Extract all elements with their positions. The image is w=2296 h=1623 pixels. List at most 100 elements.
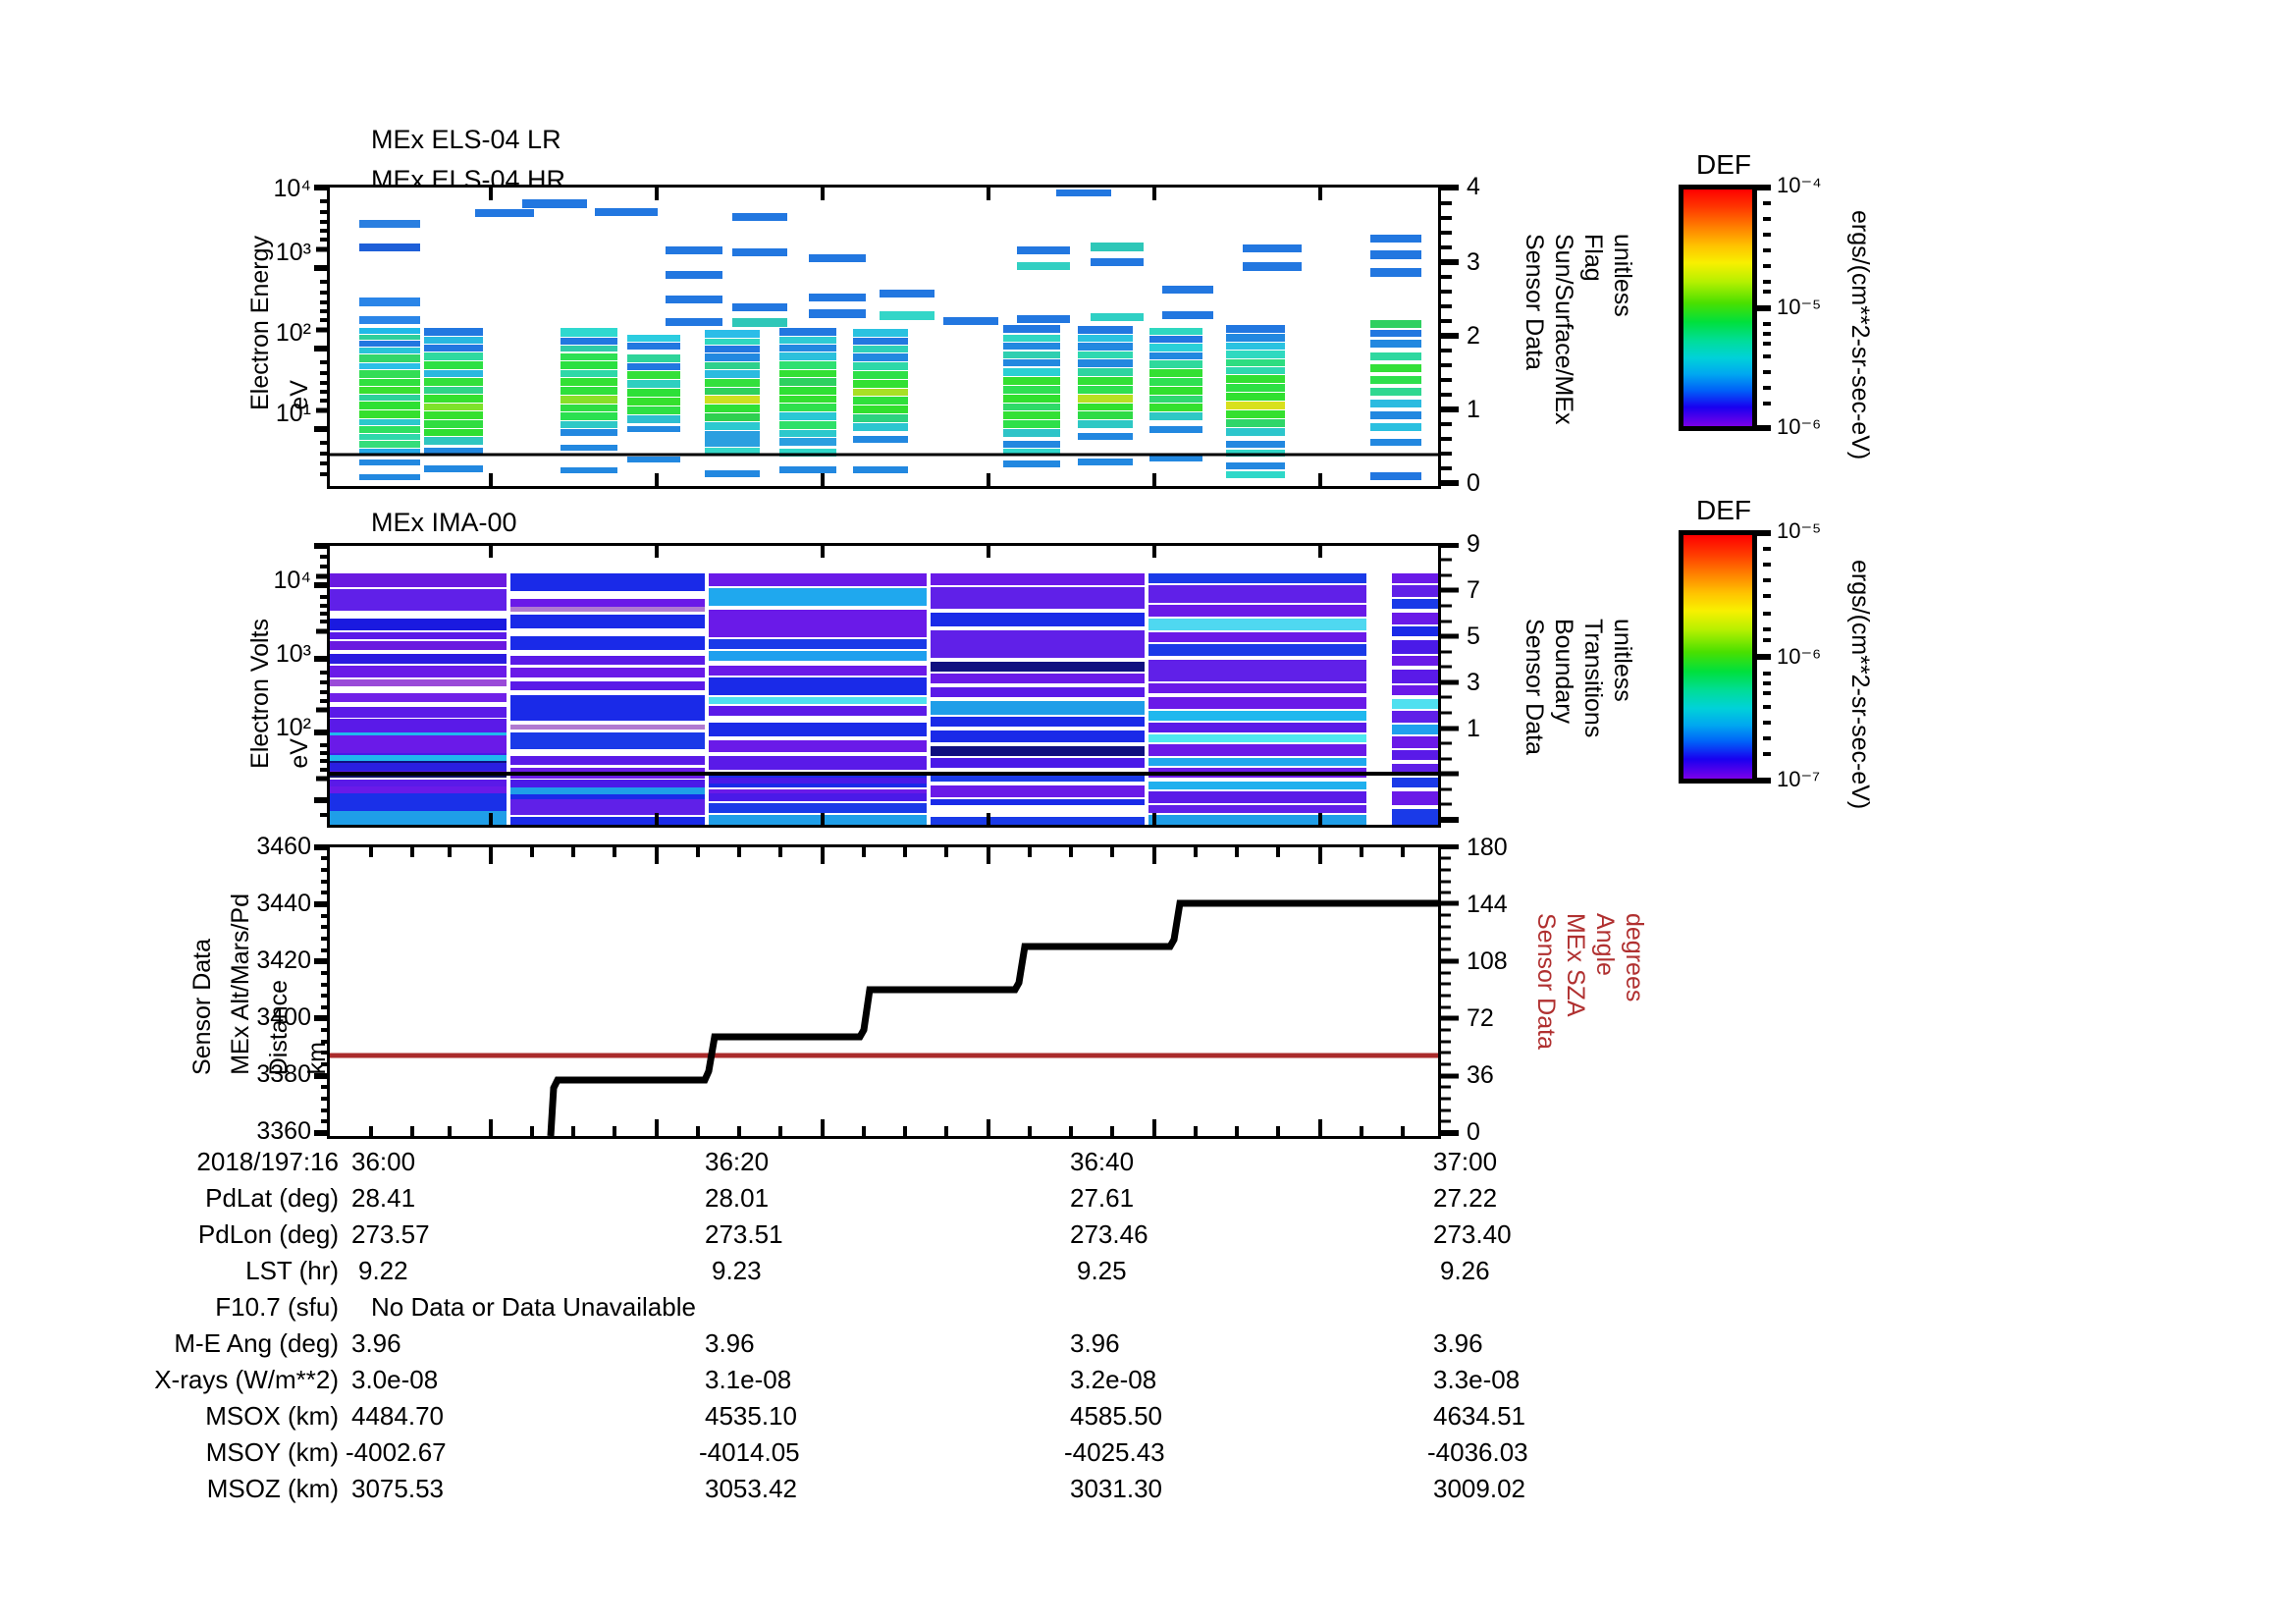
top-spectrogram-panel	[327, 185, 1441, 489]
row-8-col-2: -4025.43	[1064, 1437, 1165, 1467]
colorbar-1-mid: 10⁻⁵	[1777, 295, 1822, 319]
row-7-col-2: 4585.50	[1070, 1401, 1162, 1431]
bottom-right-tick-0: 0	[1467, 1118, 1480, 1146]
top-right-axis-l3: Flag	[1579, 234, 1607, 282]
bottom-panel-ylabel: Sensor Data MEx Alt/Mars/Pd Distance km	[188, 893, 331, 1082]
row-9-col-3: 3009.02	[1433, 1474, 1525, 1503]
row-6-col-0: 3.0e-08	[351, 1365, 439, 1394]
row-8-col-3: -4036.03	[1427, 1437, 1528, 1467]
row-2-col-1: 273.51	[705, 1219, 783, 1249]
bottom-right-tick-144: 144	[1467, 891, 1508, 918]
row-9-col-0: 3075.53	[351, 1474, 444, 1503]
middle-ytick-2: 10²	[275, 714, 311, 741]
bottom-right-tick-36: 36	[1467, 1061, 1494, 1089]
top-ytick-2: 10²	[275, 319, 311, 347]
row-3-col-1: 9.23	[712, 1256, 762, 1285]
bottom-ytick-3380: 3380	[256, 1060, 311, 1088]
middle-spectrogram-canvas	[330, 546, 1438, 825]
middle-block-1	[330, 573, 507, 825]
top-right-tick-3: 3	[1467, 248, 1480, 276]
bottom-left-tick-column	[314, 844, 330, 1136]
spectro-column-11	[1226, 325, 1285, 478]
spectro-column-10	[1149, 328, 1202, 461]
middle-ylabel-line2: eV	[286, 738, 313, 769]
row-9-col-1: 3053.42	[705, 1474, 797, 1503]
row-5-col-3: 3.96	[1433, 1328, 1483, 1358]
bottom-right-axis-label: Sensor Data MEx SZA Angle degrees	[1531, 913, 1649, 1050]
top-right-tick-4: 4	[1467, 173, 1480, 200]
row-0-col-3: 37:00	[1433, 1147, 1498, 1176]
top-axis-ticks	[489, 188, 1322, 486]
top-ytick-1: 10¹	[275, 400, 311, 427]
spectro-column-6	[779, 328, 836, 473]
colorbar-2-ticks	[1757, 530, 1771, 784]
bottom-right-tick-72: 72	[1467, 1004, 1494, 1032]
bottom-ylabel-l1: Sensor Data	[188, 938, 216, 1075]
middle-block-5	[1148, 573, 1366, 825]
row-6-col-3: 3.3e-08	[1433, 1365, 1521, 1394]
spectro-column-7	[853, 329, 908, 473]
bottom-ytick-3440: 3440	[256, 890, 311, 917]
colorbar-2-mid: 10⁻⁶	[1777, 644, 1822, 669]
top-right-axis-label: Sensor Data Sun/Surface/MEx Flag unitles…	[1520, 234, 1637, 425]
top-spectrogram-canvas	[330, 188, 1438, 486]
spectro-column-4	[627, 335, 680, 462]
spectro-column-5	[705, 330, 760, 477]
bottom-ytick-3360: 3360	[256, 1117, 311, 1145]
row-5-col-1: 3.96	[705, 1328, 755, 1358]
middle-block-3	[709, 573, 927, 825]
middle-right-axis-l4: unitless	[1609, 619, 1636, 702]
row-label-6: X-rays (W/m**2)	[154, 1365, 339, 1394]
row-1-col-3: 27.22	[1433, 1183, 1498, 1213]
bottom-right-tick-180: 180	[1467, 834, 1508, 861]
row-label-3: LST (hr)	[245, 1256, 339, 1285]
spectro-column-8	[1003, 325, 1060, 467]
bottom-ytick-3460: 3460	[256, 833, 311, 860]
middle-right-axis-label: Sensor Data Boundary Transitions unitles…	[1520, 619, 1637, 755]
colorbar-1-units-text: ergs/(cm**2-sr-sec-eV)	[1846, 210, 1874, 460]
row-7-col-3: 4634.51	[1433, 1401, 1525, 1431]
middle-right-tick-column	[1441, 543, 1459, 823]
row-9-col-2: 3031.30	[1070, 1474, 1162, 1503]
row-2-col-2: 273.46	[1070, 1219, 1148, 1249]
row-2-col-0: 273.57	[351, 1219, 430, 1249]
bottom-right-axis-l3: Angle	[1591, 913, 1619, 976]
middle-right-tick-3: 3	[1467, 669, 1480, 696]
spectro-column-2	[424, 328, 483, 472]
bottom-right-axis-l1: Sensor Data	[1532, 913, 1560, 1050]
row-1-col-1: 28.01	[705, 1183, 770, 1213]
row-label-2: PdLon (deg)	[197, 1219, 339, 1249]
colorbar-1-max: 10⁻⁴	[1777, 173, 1822, 197]
row-3-col-3: 9.26	[1440, 1256, 1490, 1285]
row-5-col-0: 3.96	[351, 1328, 401, 1358]
middle-right-axis-l1: Sensor Data	[1521, 619, 1548, 755]
middle-right-tick-7: 7	[1467, 576, 1480, 604]
row-label-1: PdLat (deg)	[205, 1183, 339, 1213]
bottom-axis-ticks	[369, 847, 1405, 1136]
top-right-axis-l2: Sun/Surface/MEx	[1550, 234, 1577, 425]
row-8-col-0: -4002.67	[346, 1437, 447, 1467]
row-label-8: MSOY (km)	[205, 1437, 339, 1467]
top-ytick-4: 10⁴	[273, 175, 311, 202]
bottom-ylabel-l2: MEx Alt/Mars/Pd	[226, 893, 254, 1075]
altitude-step-line	[547, 899, 1438, 1136]
middle-block-6	[1392, 573, 1438, 825]
colorbar-2-title: DEF	[1696, 495, 1751, 525]
top-panel-title-lr: MEx ELS-04 LR	[371, 125, 561, 154]
top-right-tick-1: 1	[1467, 396, 1480, 423]
row-4-col-0: No Data or Data Unavailable	[371, 1292, 696, 1322]
middle-right-axis-l3: Transitions	[1579, 619, 1607, 738]
middle-panel-title: MEx IMA-00	[371, 508, 517, 537]
row-label-9: MSOZ (km)	[206, 1474, 339, 1503]
colorbar-1-units: ergs/(cm**2-sr-sec-eV)	[1845, 210, 1874, 460]
spectro-column-1	[359, 328, 420, 480]
row-label-4: F10.7 (sfu)	[215, 1292, 339, 1322]
middle-block-4	[931, 573, 1145, 825]
colorbar-2-units: ergs/(cm**2-sr-sec-eV)	[1845, 560, 1874, 809]
top-right-tick-2: 2	[1467, 322, 1480, 350]
middle-block-2	[510, 573, 705, 825]
row-6-col-1: 3.1e-08	[705, 1365, 792, 1394]
bottom-plot-canvas	[330, 847, 1438, 1136]
top-right-tick-column	[1441, 185, 1459, 486]
middle-ytick-3: 10³	[275, 640, 311, 668]
